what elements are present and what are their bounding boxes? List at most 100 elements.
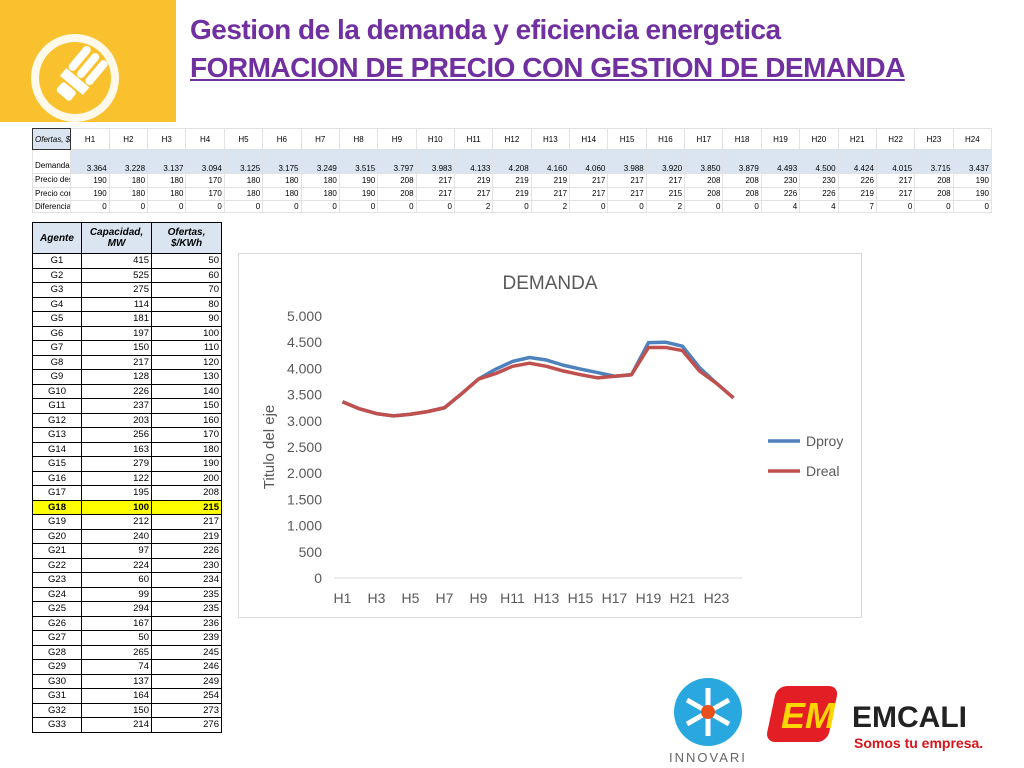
y-tick-label: 2.000 xyxy=(287,465,322,481)
hour-header: H22 xyxy=(875,128,916,150)
row-label: Demanda proyectada:Dproy xyxy=(31,149,72,174)
agent-cell: G5 xyxy=(32,311,82,327)
hour-header: H18 xyxy=(722,128,762,150)
price-cell: 3.249 xyxy=(300,149,340,174)
price-cell: 208 xyxy=(377,186,417,202)
price-cell: 3.175 xyxy=(262,149,302,174)
price-cell: 219 xyxy=(492,186,532,202)
agent-row: G5 181 90 xyxy=(32,311,222,327)
price-cell: 208 xyxy=(722,173,762,188)
agent-row: G1 415 50 xyxy=(32,253,222,269)
price-cell: 180 xyxy=(108,186,149,202)
price-cell: 226 xyxy=(760,186,801,202)
agent-row: G27 50 239 xyxy=(32,630,222,646)
chart-title: DEMANDA xyxy=(502,273,597,294)
agent-cell: 217 xyxy=(81,354,152,370)
em-text: EM xyxy=(781,695,836,736)
y-tick-label: 1.000 xyxy=(287,518,322,534)
price-cell: 0 xyxy=(875,200,916,214)
agent-row: G13 256 170 xyxy=(32,427,222,443)
price-cell: 0 xyxy=(108,200,149,214)
row-label: Precio con GD:PB1 xyxy=(31,186,72,202)
agent-cell: 99 xyxy=(81,586,152,602)
price-cell: 230 xyxy=(760,173,801,188)
y-tick-label: 5.000 xyxy=(287,308,322,324)
agent-cell: 246 xyxy=(151,659,222,675)
price-cell: 0 xyxy=(952,200,993,214)
price-cell: 180 xyxy=(300,173,340,188)
agent-cell: 239 xyxy=(151,630,222,646)
price-cell: 0 xyxy=(377,200,417,214)
agent-cell: 275 xyxy=(81,282,152,298)
agent-cell: G32 xyxy=(32,702,82,718)
hour-header: H14 xyxy=(569,128,609,150)
price-cell: 3.797 xyxy=(377,149,417,174)
price-cell: 0 xyxy=(147,200,187,214)
chart-frame xyxy=(238,253,862,618)
agent-cell: G16 xyxy=(32,470,82,486)
agent-row: G25 294 235 xyxy=(32,601,222,617)
agent-cell: G28 xyxy=(32,644,82,660)
innovari-text: INNOVARI xyxy=(669,750,747,765)
price-cell: 0 xyxy=(914,200,954,214)
price-cell: 4.160 xyxy=(530,149,571,174)
agent-cell: G17 xyxy=(32,485,82,501)
emcali-slogan: Somos tu empresa. xyxy=(854,735,983,751)
agent-cell: 240 xyxy=(81,528,152,544)
agent-cell: 50 xyxy=(151,253,222,269)
agent-row: G10 226 140 xyxy=(32,383,222,399)
agent-cell: 163 xyxy=(81,441,152,457)
agent-cell: 203 xyxy=(81,412,152,428)
price-cell: 180 xyxy=(300,186,340,202)
price-cell: 4 xyxy=(799,200,839,214)
agent-row: G4 114 80 xyxy=(32,296,222,312)
price-cell: 208 xyxy=(377,173,417,188)
agent-cell: 120 xyxy=(151,354,222,370)
agent-cell: 164 xyxy=(81,688,152,704)
agent-cell: 70 xyxy=(151,282,222,298)
price-cell: 217 xyxy=(607,186,647,202)
price-cell: 180 xyxy=(223,186,264,202)
agent-cell: 256 xyxy=(81,427,152,443)
agent-cell: 525 xyxy=(81,267,152,283)
hour-header: H24 xyxy=(952,128,993,150)
price-row: Precio con GD:PB119018018017018018018019… xyxy=(31,186,993,202)
agent-cell: G12 xyxy=(32,412,82,428)
agent-cell: 180 xyxy=(151,441,222,457)
price-cell: 180 xyxy=(262,173,302,188)
agent-row: G23 60 234 xyxy=(32,572,222,588)
agent-row: G32 150 273 xyxy=(32,702,222,718)
agent-row: G17 195 208 xyxy=(32,485,222,501)
agent-cell: 167 xyxy=(81,615,152,631)
agent-cell: G8 xyxy=(32,354,82,370)
price-cell: 190 xyxy=(338,173,379,188)
agent-cell: 230 xyxy=(151,557,222,573)
icon-box xyxy=(0,0,176,122)
price-cell: 3.988 xyxy=(607,149,647,174)
price-cell: 217 xyxy=(569,173,609,188)
price-cell: 3.850 xyxy=(684,149,724,174)
price-cell: 180 xyxy=(108,173,149,188)
agent-row: G18 100 215 xyxy=(32,499,222,515)
agent-cell: G31 xyxy=(32,688,82,704)
hour-header: H5 xyxy=(223,128,264,150)
price-cell: 3.137 xyxy=(147,149,187,174)
agent-row: G26 167 236 xyxy=(32,615,222,631)
agent-cell: 249 xyxy=(151,673,222,689)
agent-cell: G26 xyxy=(32,615,82,631)
agent-row: G19 212 217 xyxy=(32,514,222,530)
agent-cell: G2 xyxy=(32,267,82,283)
agent-cell: 130 xyxy=(151,369,222,385)
agent-row: G22 224 230 xyxy=(32,557,222,573)
x-tick-label: H19 xyxy=(636,590,662,606)
bulb-icon xyxy=(31,34,119,122)
agent-cell: G21 xyxy=(32,543,82,559)
agent-row: G6 197 100 xyxy=(32,325,222,341)
hour-header: H17 xyxy=(684,128,724,150)
x-tick-label: H21 xyxy=(670,590,696,606)
price-cell: 230 xyxy=(799,173,839,188)
price-cell: 4.208 xyxy=(492,149,532,174)
hour-header: H2 xyxy=(108,128,149,150)
agent-cell: 245 xyxy=(151,644,222,660)
